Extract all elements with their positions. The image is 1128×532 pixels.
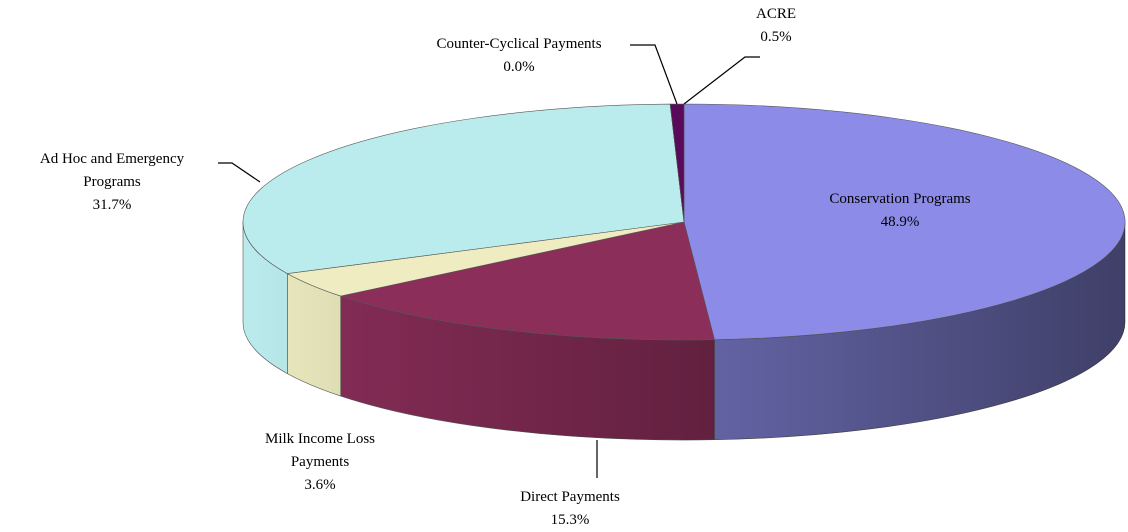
pie-slice [669, 103, 685, 223]
leader-line [683, 56, 760, 105]
value-label: 0.0% [503, 59, 535, 75]
pie-slice [242, 103, 685, 274]
pie-side-shade [340, 296, 715, 441]
pie-slice [339, 221, 715, 341]
category-label: Direct Payments [520, 489, 620, 505]
pie-side-shade [243, 222, 288, 374]
slice-label: Milk Income Loss Payments 3.6% [250, 428, 390, 497]
category-label: Ad Hoc and Emergency Programs [39, 151, 185, 190]
value-label: 3.6% [304, 477, 336, 493]
category-label: Milk Income Loss Payments [265, 431, 375, 470]
value-label: 0.5% [760, 29, 792, 45]
pie-slice [683, 103, 1126, 341]
leader-line [630, 44, 678, 105]
slice-label: Direct Payments 15.3% [470, 486, 670, 532]
leader-line [218, 162, 261, 183]
value-label: 48.9% [880, 214, 920, 230]
value-label: 31.7% [92, 197, 132, 213]
category-label: Conservation Programs [829, 191, 971, 207]
pie-side-shade [287, 273, 341, 397]
value-label: 15.3% [550, 512, 590, 528]
slice-label: ACRE 0.5% [736, 3, 816, 49]
category-label: Counter-Cyclical Payments [436, 36, 602, 52]
pie-side-shade [714, 222, 1125, 440]
slice-label: Counter-Cyclical Payments 0.0% [399, 33, 639, 79]
category-label: ACRE [755, 6, 796, 22]
slice-label: Ad Hoc and Emergency Programs 31.7% [27, 148, 197, 217]
slice-label: Conservation Programs 48.9% [780, 188, 1020, 234]
